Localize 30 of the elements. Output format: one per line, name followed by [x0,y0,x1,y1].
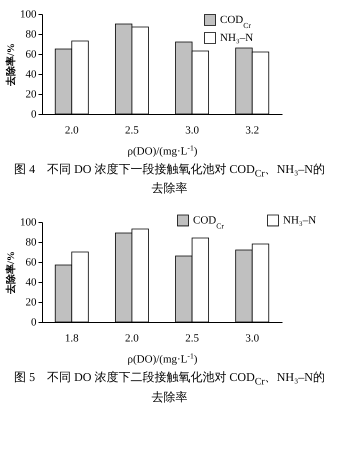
x-tick-label: 1.8 [64,332,80,345]
y-tick-label: 60 [26,256,37,269]
x-tick-label: 2.0 [64,124,80,136]
legend-label: NH₃–N [220,32,254,44]
chart-title: 图 5 不同 DO 浓度下二段接触氧化池对 COD$_{Cr}$、NH₃–N的去除率 [14,370,325,404]
x-axis-title: ρ(DO)/(mg·L$^{-1}$) [128,351,198,366]
x-tick-label: 2.5 [125,124,140,136]
x-axis-title: ρ(DO)/(mg·L$^{-1}$) [128,143,198,158]
y-tick-label: 80 [26,236,37,249]
y-tick-label: 100 [20,8,37,20]
y-tick-label: 60 [26,48,37,60]
y-tick-label: 20 [26,296,37,309]
x-tick-label: 2.0 [125,332,140,345]
y-tick-label: 40 [26,68,37,80]
y-tick-label: 0 [31,316,37,329]
legend-label: NH₃–N [283,214,316,227]
x-tick-label: 3.2 [245,124,260,136]
chart-title: 图 4 不同 DO 浓度下一段接触氧化池对 COD$_{Cr}$、NH₃–N的去除率 [14,162,325,196]
y-tick-label: 40 [26,276,37,289]
y-tick-label: 80 [26,28,37,40]
y-tick-label: 20 [26,88,37,100]
x-tick-label: 3.0 [245,332,260,345]
y-axis-title: 去除率/% [5,252,17,296]
y-tick-label: 100 [20,216,37,229]
legend-label: COD$_{Cr}$ [193,214,224,230]
legend-label: COD$_{Cr}$ [220,14,252,30]
x-tick-label: 2.5 [185,332,200,345]
y-axis-title: 去除率/% [5,43,17,87]
x-tick-label: 3.0 [185,124,200,136]
y-tick-label: 0 [31,108,37,120]
